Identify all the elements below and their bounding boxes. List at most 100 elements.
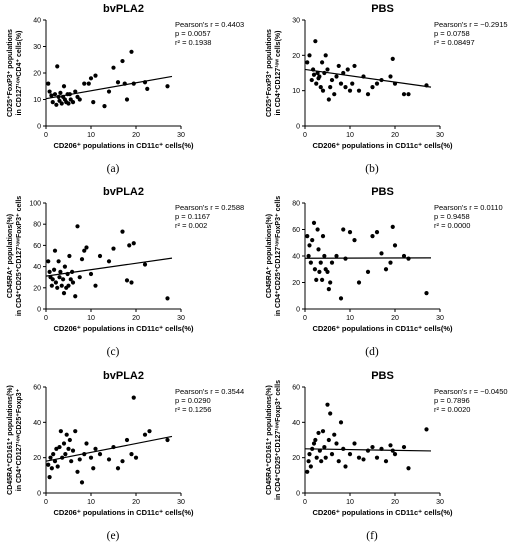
y-tick-label: 30 — [292, 18, 300, 25]
data-point — [56, 94, 61, 99]
data-point — [102, 104, 107, 109]
stats-line-2: p = 0.9458 — [434, 212, 470, 221]
data-point — [392, 243, 398, 248]
data-point — [61, 441, 67, 446]
data-point — [306, 459, 311, 464]
chart-title: bvPLA2 — [103, 186, 144, 198]
data-point — [142, 262, 148, 267]
data-point — [328, 411, 333, 416]
data-point — [120, 229, 125, 234]
data-point — [326, 437, 331, 443]
data-point — [325, 67, 330, 72]
data-point — [325, 269, 330, 274]
data-point — [315, 227, 320, 232]
x-tick-label: 0 — [44, 315, 48, 322]
x-tick-label: 20 — [391, 132, 399, 139]
data-point — [49, 466, 54, 471]
data-point — [48, 455, 53, 460]
data-point — [320, 60, 325, 65]
data-point — [115, 466, 121, 471]
data-point — [68, 277, 73, 282]
data-point — [334, 441, 339, 446]
chart-panel-1: bvPLA2 0 10 20 30 0 10 20 30 40 CD206⁺ populations… — [0, 0, 258, 183]
data-point — [314, 277, 319, 282]
data-point — [70, 280, 76, 285]
data-point — [73, 429, 78, 434]
data-point — [47, 269, 52, 274]
data-point — [46, 81, 51, 86]
data-point — [66, 446, 71, 451]
stats-line-2: p = 0.0290 — [175, 396, 211, 405]
data-point — [97, 452, 103, 457]
data-point — [356, 88, 362, 93]
data-point — [320, 234, 326, 239]
data-point — [334, 74, 339, 79]
data-point — [310, 446, 315, 451]
chart-panel-4: PBS 0 10 20 30 0 20 40 60 80 CD206⁺ populations in… — [259, 183, 517, 366]
y-tick-label: 40 — [33, 18, 41, 25]
x-axis-label: CD206⁺ populations in CD11c⁺ cells(%) — [53, 508, 194, 517]
data-point — [70, 269, 75, 274]
x-tick-label: 20 — [132, 132, 140, 139]
data-point — [352, 238, 357, 243]
y-axis-label-line-2: in CD127¹ᵒʷCD4⁺ cells(%) — [16, 31, 23, 116]
data-point — [111, 65, 116, 70]
data-point — [328, 85, 333, 90]
data-point — [356, 455, 362, 460]
x-tick-label: 20 — [132, 499, 140, 506]
data-point — [106, 89, 112, 94]
x-axis-label: CD206⁺ populations in CD11c⁺ cells(%) — [53, 141, 194, 150]
data-point — [58, 429, 63, 434]
panel-label: (a) — [107, 163, 120, 175]
data-point — [315, 70, 320, 76]
data-point — [86, 81, 91, 86]
data-point — [320, 88, 326, 93]
data-point — [352, 63, 357, 69]
data-point — [111, 444, 116, 450]
data-point — [401, 253, 407, 259]
data-point — [336, 63, 341, 69]
data-point — [338, 296, 344, 301]
y-tick-label: 10 — [292, 88, 300, 95]
data-point — [82, 81, 87, 86]
data-point — [347, 88, 353, 93]
panel-label: (f) — [366, 530, 378, 542]
x-tick-label: 10 — [87, 499, 95, 506]
data-point — [313, 437, 318, 443]
data-point — [55, 285, 60, 290]
data-point — [82, 452, 87, 457]
x-tick-label: 10 — [346, 132, 354, 139]
data-point — [341, 446, 346, 451]
data-point — [46, 259, 51, 264]
data-point — [308, 464, 313, 469]
data-point — [165, 437, 170, 443]
data-point — [307, 452, 312, 457]
data-point — [61, 84, 67, 89]
y-axis-label-line-2: in CD4⁺CD127¹ᵒʷ cells(%) — [275, 31, 282, 116]
y-tick-label: 40 — [292, 420, 300, 427]
data-point — [91, 100, 96, 105]
stats-line-2: p = 0.7896 — [434, 396, 470, 405]
data-point — [338, 420, 344, 425]
y-tick-label: 30 — [33, 44, 41, 51]
data-point — [65, 271, 70, 277]
data-point — [82, 248, 87, 253]
data-point — [320, 277, 325, 282]
chart-title: bvPLA2 — [103, 370, 144, 382]
y-tick-label: 0 — [37, 307, 41, 314]
x-tick-label: 30 — [436, 132, 444, 139]
data-point — [316, 430, 321, 436]
scatter-plot-svg: PBS 0 10 20 30 0 10 20 30 CD206⁺ populations in C… — [266, 3, 508, 175]
stats-line-3: r² = 0.08497 — [434, 38, 475, 47]
panel-label: (c) — [107, 346, 120, 358]
y-axis-label-line-1: CD45RA⁺CD161⁺ populations(%) — [7, 385, 14, 495]
data-point — [77, 275, 82, 280]
data-point — [62, 264, 67, 269]
data-point — [314, 81, 319, 86]
data-point — [322, 444, 327, 450]
data-point — [73, 89, 78, 94]
data-point — [305, 469, 310, 474]
data-point — [309, 77, 314, 83]
y-axis-label-line-1: CD25⁺FoxP3⁺ populations — [266, 29, 273, 117]
